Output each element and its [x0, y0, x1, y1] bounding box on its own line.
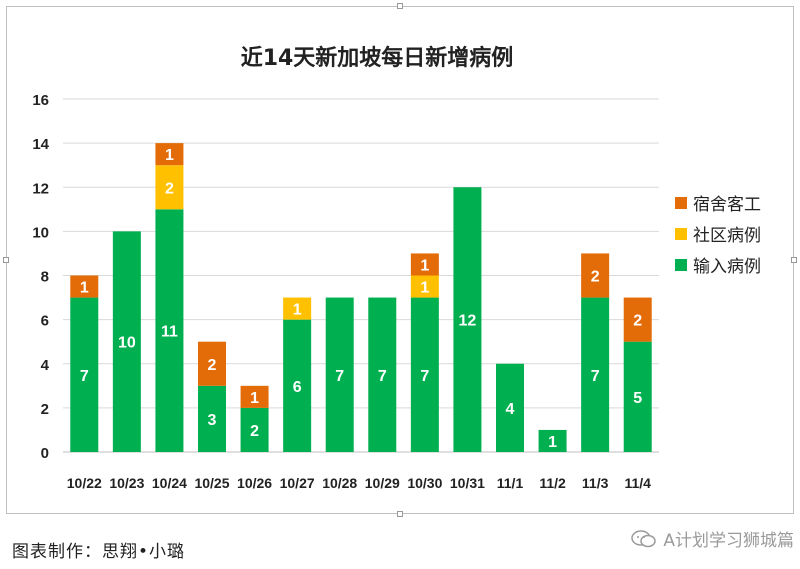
bar-segment: [240, 385, 269, 408]
bar-segment: [198, 385, 226, 452]
bar-segment: [623, 297, 652, 342]
y-tick-label: 8: [41, 269, 49, 286]
bar-segment: [240, 407, 269, 452]
data-label: 12: [459, 313, 477, 330]
y-tick-label: 14: [32, 136, 49, 153]
x-axis: 10/22 10/23 10/24 10/25 10/26 10/27 10/28 10/29…: [67, 475, 651, 491]
bar-segment: [581, 297, 610, 452]
bar-segment: [496, 363, 524, 452]
x-tick-label: 10/24: [152, 475, 187, 491]
x-tick-label: 10/25: [194, 475, 229, 491]
bar-segment: [368, 297, 397, 452]
bar-segment: [283, 319, 312, 452]
data-label: 2: [165, 180, 174, 197]
data-label: 1: [548, 434, 557, 451]
bar-segment: [198, 341, 226, 386]
data-label: 5: [633, 390, 642, 407]
data-label: 2: [250, 423, 259, 440]
legend-swatch: [675, 259, 687, 271]
data-label: 11: [161, 324, 178, 341]
x-tick-label: 11/1: [497, 475, 524, 491]
bar-segment: [283, 297, 312, 320]
data-label: 7: [420, 368, 429, 385]
chart-frame: 近14天新加坡每日新增病例 0 2 4 6 8 10 12 14 16 7 1 10 11 2 1 3 2 2 1…: [6, 6, 794, 514]
bar-segment: [410, 275, 439, 298]
data-label: 7: [335, 368, 344, 385]
y-tick-label: 4: [41, 357, 50, 374]
resize-handle-left[interactable]: [3, 257, 9, 263]
y-tick-label: 2: [41, 401, 49, 418]
y-tick-label: 16: [32, 92, 49, 109]
bar-segment: [453, 187, 482, 452]
x-tick-label: 10/27: [280, 475, 315, 491]
bar-segment: [112, 231, 141, 452]
resize-handle-top[interactable]: [397, 3, 403, 9]
legend-swatch: [675, 197, 687, 209]
x-tick-label: 10/28: [322, 475, 357, 491]
data-label: 10: [118, 335, 136, 352]
gridlines: [63, 98, 659, 453]
bar-segment: [410, 297, 439, 452]
x-tick-label: 10/22: [67, 475, 102, 491]
data-label: 4: [506, 401, 515, 418]
legend-swatch: [675, 228, 687, 240]
data-label: 1: [250, 390, 259, 407]
x-tick-label: 10/29: [365, 475, 400, 491]
bar-segment: [155, 143, 184, 166]
bar-segment: [410, 253, 439, 276]
y-tick-label: 10: [32, 224, 49, 241]
data-label: 3: [208, 412, 217, 429]
bar-segment: [155, 165, 184, 210]
watermark-text: A计划学习狮城篇: [663, 531, 794, 551]
x-tick-label: 10/23: [109, 475, 144, 491]
data-label: 1: [293, 302, 302, 319]
x-tick-label: 10/26: [237, 475, 272, 491]
bar-segment: [70, 275, 99, 298]
y-tick-label: 6: [41, 313, 49, 330]
legend-label: 宿舍客工: [693, 195, 761, 215]
bar-segment: [325, 297, 354, 452]
data-label: 2: [633, 313, 642, 330]
resize-handle-right[interactable]: [791, 257, 797, 263]
bar-segment: [538, 429, 567, 452]
footer-caption: 图表制作：思翔•小璐: [12, 542, 186, 562]
x-tick-label: 11/4: [624, 475, 651, 491]
bar-segment: [581, 253, 610, 298]
data-label: 2: [591, 269, 600, 286]
data-label: 2: [208, 357, 217, 374]
bar-segment: [623, 341, 652, 452]
resize-handle-bottom[interactable]: [397, 511, 403, 517]
data-label: 1: [420, 280, 429, 297]
bar-segment: [155, 209, 184, 452]
y-axis: 0 2 4 6 8 10 12 14 16: [32, 92, 49, 462]
x-tick-label: 10/30: [407, 475, 442, 491]
x-tick-label: 11/3: [582, 475, 609, 491]
legend-label: 输入病例: [693, 257, 761, 277]
data-label: 1: [420, 257, 429, 274]
bar-segment: [70, 297, 99, 452]
chart-title: 近14天新加坡每日新增病例: [241, 45, 514, 71]
data-label: 7: [591, 368, 600, 385]
legend-label: 社区病例: [693, 226, 761, 246]
y-tick-label: 12: [32, 180, 49, 197]
data-label: 6: [293, 379, 302, 396]
data-label: 1: [165, 147, 174, 164]
wechat-icon: [631, 529, 657, 547]
x-tick-label: 11/2: [539, 475, 566, 491]
x-tick-label: 10/31: [450, 475, 485, 491]
data-label: 7: [378, 368, 387, 385]
data-label: 1: [80, 280, 89, 297]
data-label: 7: [80, 368, 89, 385]
watermark: A计划学习狮城篇: [631, 526, 794, 551]
y-tick-label: 0: [41, 445, 49, 462]
